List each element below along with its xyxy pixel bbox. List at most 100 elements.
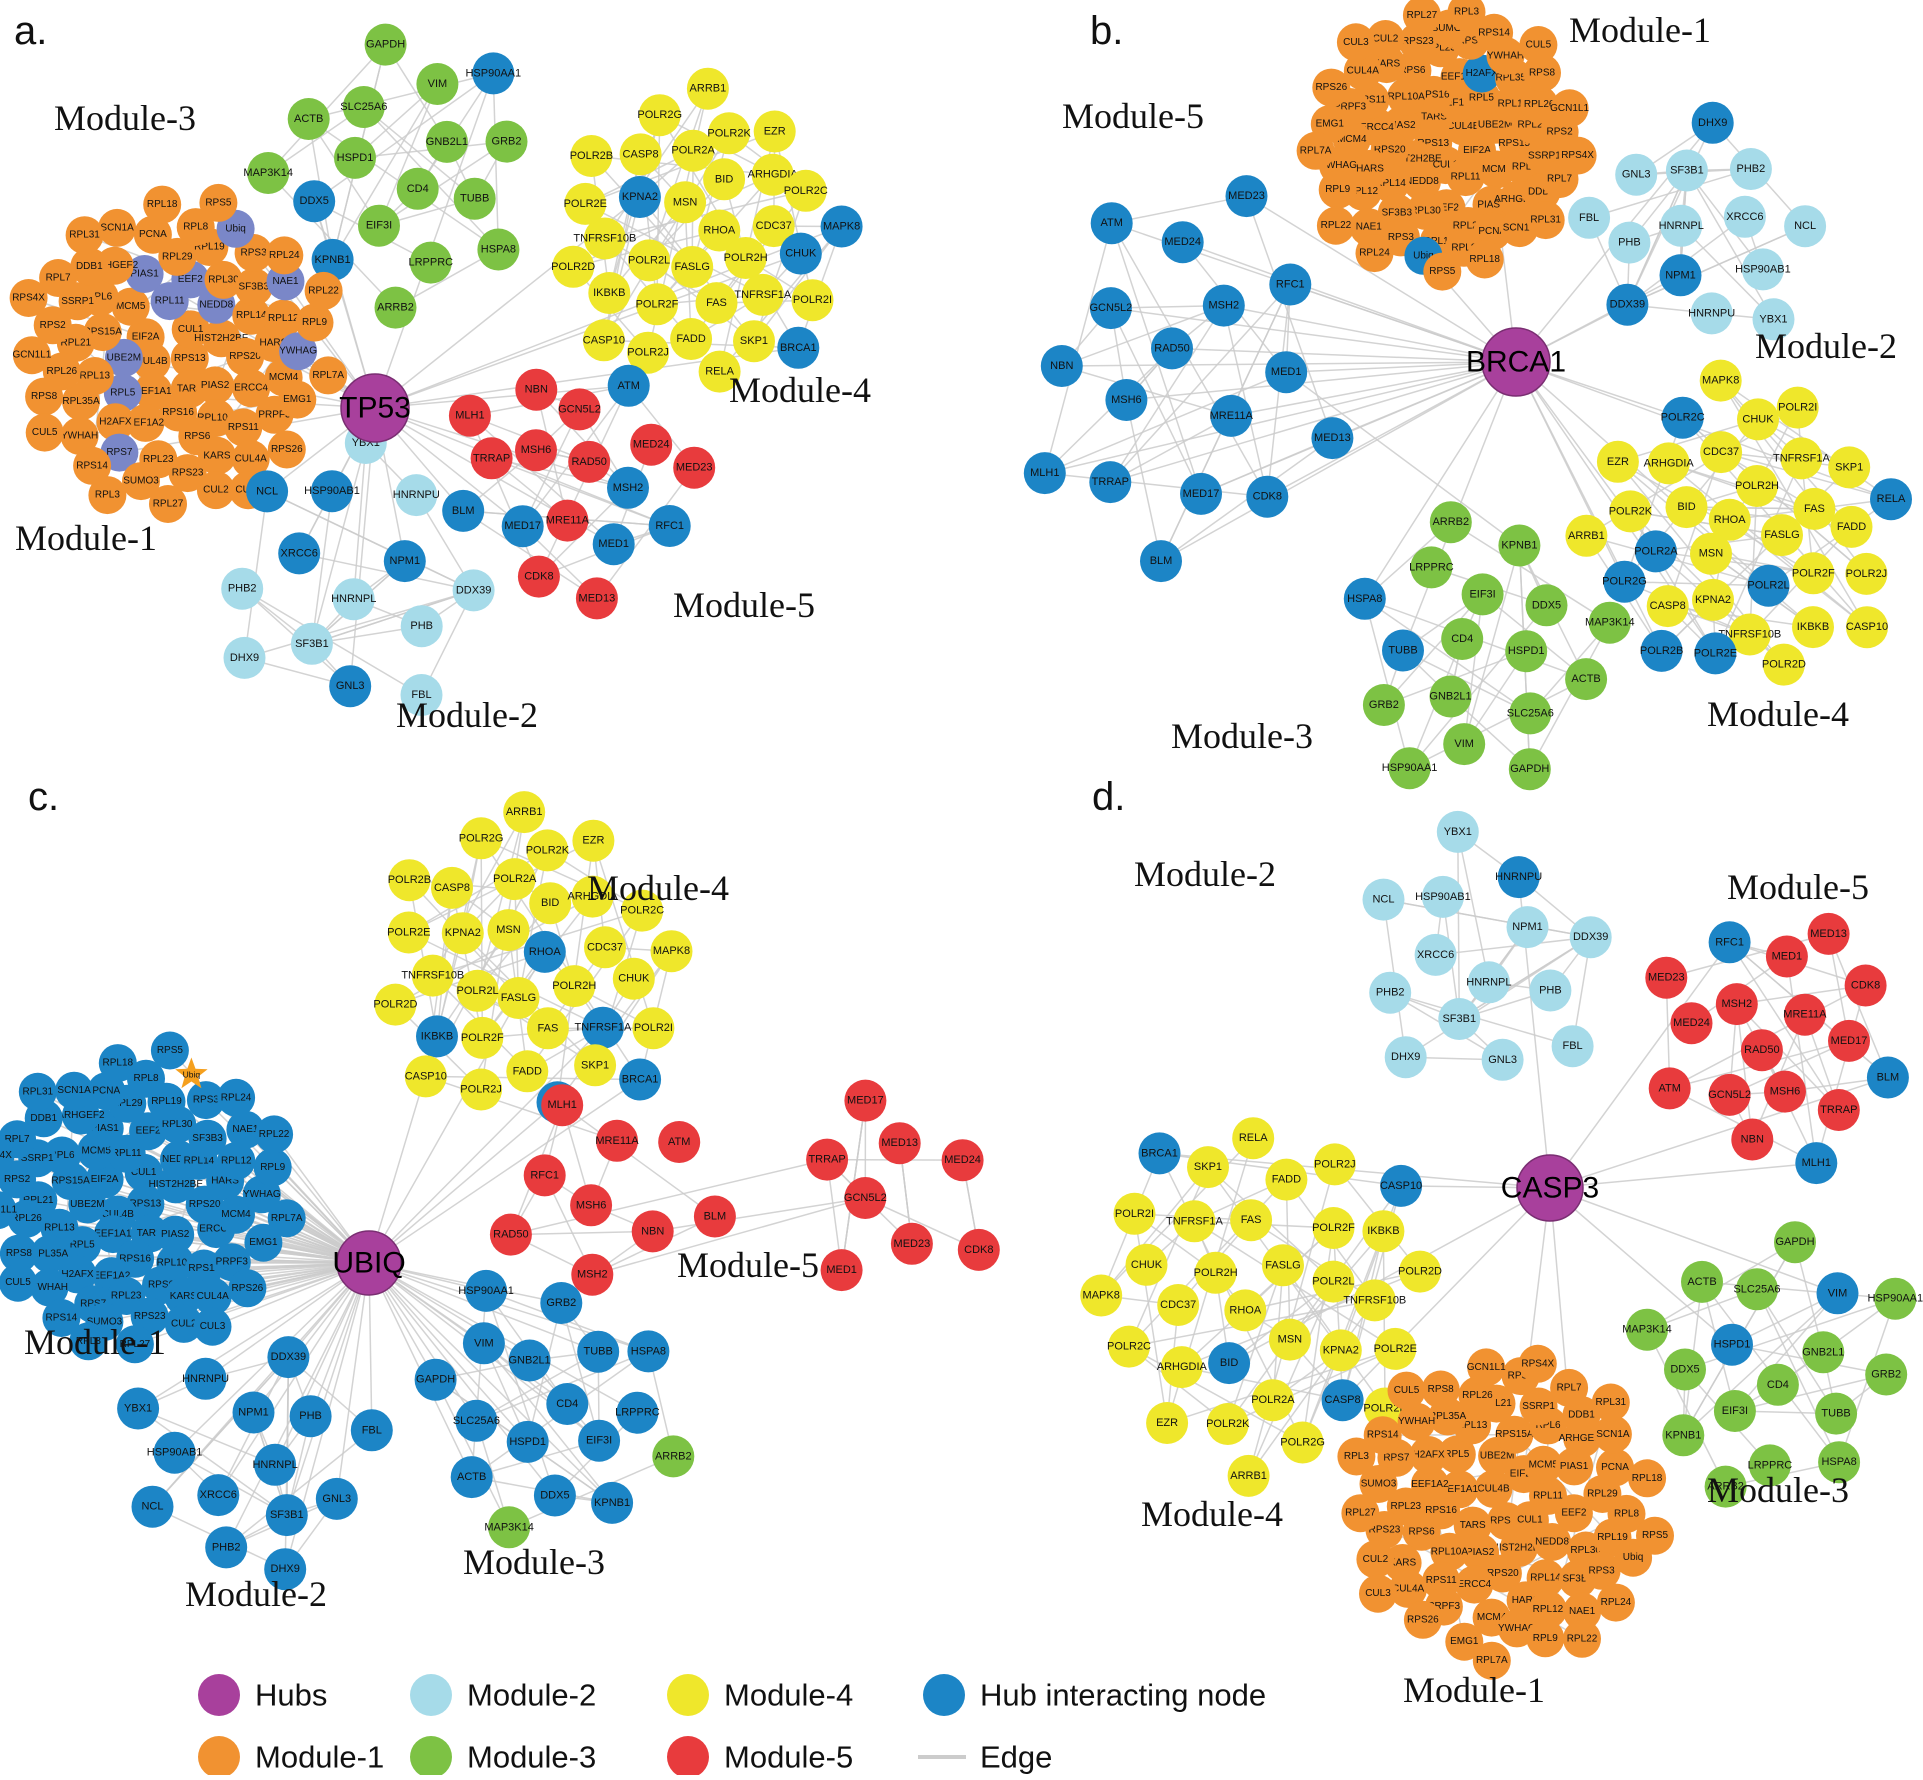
node-NBN	[515, 369, 557, 411]
node-HNRNPL	[254, 1444, 296, 1486]
node-POLR2J	[1314, 1143, 1356, 1185]
node-POLR2L	[1312, 1261, 1354, 1303]
node-RPL9	[254, 1148, 292, 1186]
node-GCN5L2	[844, 1177, 886, 1219]
node-RPL22	[1563, 1620, 1601, 1658]
node-POLR2F	[461, 1017, 503, 1059]
node-POLR2K	[708, 112, 750, 154]
node-POLR2C	[785, 170, 827, 212]
node-SF3B1	[266, 1494, 308, 1536]
node-RPL24	[1356, 234, 1394, 272]
edge	[1062, 306, 1224, 366]
node-POLR2D	[552, 246, 594, 288]
hub-CASP3	[1517, 1155, 1583, 1221]
node-RPL18	[1628, 1459, 1666, 1497]
node-RPS26	[228, 1269, 266, 1307]
legend-swatch-hub-interacting-node	[923, 1674, 965, 1716]
node-MAP3K14	[247, 152, 289, 194]
node-MLH1	[1795, 1142, 1837, 1184]
module-label: Module-2	[185, 1574, 327, 1614]
node-RPL24	[217, 1079, 255, 1117]
node-RPL3	[88, 476, 126, 514]
node-RPL7	[1550, 1369, 1588, 1407]
node-CASP10	[583, 319, 625, 361]
node-MAP3K14	[488, 1506, 530, 1548]
node-DDX39	[1570, 916, 1612, 958]
node-TNFRSF1A	[582, 1007, 624, 1049]
node-DDX5	[1526, 584, 1568, 626]
node-RAD50	[568, 441, 610, 483]
node-MLH1	[541, 1084, 583, 1126]
node-GCN1L1	[1467, 1348, 1505, 1386]
node-FAS	[527, 1007, 569, 1049]
node-PHB	[1608, 222, 1650, 264]
node-MED23	[673, 447, 715, 489]
node-GAPDH	[1509, 748, 1551, 790]
node-RPL9	[1526, 1619, 1564, 1657]
node-HSP90AA1	[465, 1270, 507, 1312]
hub-TP53	[341, 374, 409, 442]
node-ARRB2	[652, 1435, 694, 1477]
node-MED23	[1645, 957, 1687, 999]
node-MSH6	[570, 1184, 612, 1226]
node-YBX1	[1437, 811, 1479, 853]
node-MSH6	[515, 429, 557, 471]
node-SKP1	[1187, 1146, 1229, 1188]
node-DDX5	[293, 180, 335, 222]
node-CASP8	[1322, 1379, 1364, 1421]
node-CUL5	[26, 414, 64, 452]
module-label: Module-3	[1171, 716, 1313, 756]
node-GNB2L1	[426, 121, 468, 163]
legend-label: Module-3	[467, 1740, 596, 1775]
node-GAPDH	[415, 1359, 457, 1401]
node-HNRNPL	[1468, 961, 1510, 1003]
module-label: Module-3	[54, 98, 196, 138]
node-RPL9	[1319, 171, 1357, 209]
node-POLR2C	[621, 890, 663, 932]
node-MED24	[1671, 1002, 1713, 1044]
module-label: Module-1	[1403, 1670, 1545, 1710]
node-POLR2C	[1662, 397, 1704, 439]
node-CD4	[1757, 1364, 1799, 1406]
node-EIF3I	[358, 205, 400, 247]
node-SCN1A	[55, 1072, 93, 1110]
node-POLR2D	[1763, 644, 1805, 686]
node-RAD50	[1151, 327, 1193, 369]
node-ARRB1	[503, 791, 545, 833]
node-DDX5	[1664, 1349, 1706, 1391]
legend-label: Hubs	[255, 1678, 327, 1713]
node-POLR2K	[1207, 1403, 1249, 1445]
node-FAS	[1793, 488, 1835, 530]
node-LRPPRC	[1749, 1444, 1791, 1486]
node-BRCA1	[777, 327, 819, 369]
node-MED24	[1162, 221, 1204, 263]
node-ACTB	[451, 1456, 493, 1498]
node-MED1	[821, 1249, 863, 1291]
node-RPS4X	[1519, 1345, 1557, 1383]
node-ARRB1	[1565, 515, 1607, 557]
node-VIM	[1443, 723, 1485, 765]
hub-BRCA1	[1482, 328, 1550, 396]
node-RELA	[1232, 1117, 1274, 1159]
node-TNFRSF1A	[742, 274, 784, 316]
node-HNRNPU	[185, 1358, 227, 1400]
module-label: Module-1	[1569, 10, 1711, 50]
node-CDC37	[1157, 1284, 1199, 1326]
module-label: Module-5	[673, 585, 815, 625]
node-TNFRSF10B	[412, 955, 454, 997]
node-EZR	[1146, 1402, 1188, 1444]
node-POLR2F	[636, 283, 678, 325]
node-MSH2	[607, 467, 649, 509]
node-PHB2	[1369, 972, 1411, 1014]
node-POLR2A	[1252, 1379, 1294, 1421]
node-CUL5	[1388, 1372, 1426, 1410]
node-HNRNPU	[1498, 856, 1540, 898]
node-MED23	[891, 1223, 933, 1265]
node-RPL7A	[1473, 1642, 1511, 1680]
node-RFC1	[649, 505, 691, 547]
node-RPL27	[1341, 1494, 1379, 1532]
node-IKBKB	[1362, 1210, 1404, 1252]
node-VIM	[416, 63, 458, 105]
node-POLR2D	[1399, 1251, 1441, 1293]
edge	[1286, 372, 1519, 545]
